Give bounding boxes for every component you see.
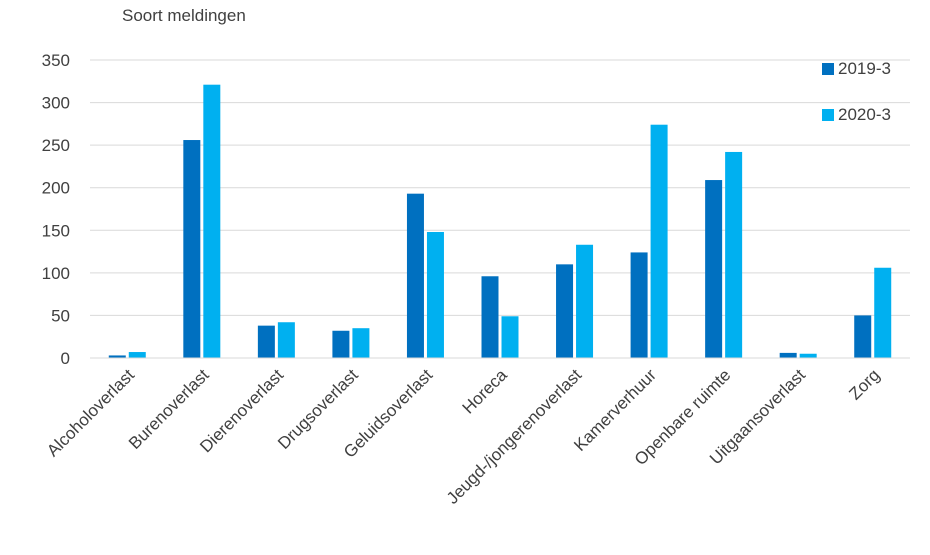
bar-2020-3-Kamerverhuur <box>650 124 668 358</box>
x-axis: AlcoholoverlastBurenoverlastDierenoverla… <box>43 357 910 508</box>
bar-2020-3-Zorg <box>874 267 892 358</box>
y-tick-label-200: 200 <box>42 179 70 198</box>
bar-2020-3-Uitgaansoverlast <box>799 353 817 358</box>
bars <box>108 84 892 358</box>
bar-2019-3-Openbare ruimte <box>705 180 723 358</box>
bar-2020-3-Alcoholoverlast <box>128 352 146 358</box>
x-tick-label-10: Zorg <box>845 365 883 403</box>
bar-2019-3-Dierenoverlast <box>257 325 275 358</box>
bar-2019-3-Horeca <box>481 276 499 358</box>
bar-2020-3-Openbare ruimte <box>725 151 743 358</box>
y-tick-label-50: 50 <box>51 306 70 325</box>
legend-item-2019: 2019-3 <box>822 58 922 80</box>
bar-2019-3-Kamerverhuur <box>630 252 648 358</box>
bar-2020-3-Jeugd-/jongerenoverlast <box>576 244 594 358</box>
bar-2020-3-Burenoverlast <box>203 84 221 358</box>
y-tick-label-350: 350 <box>42 51 70 70</box>
bar-2019-3-Uitgaansoverlast <box>779 352 797 358</box>
x-tick-label-5: Horeca <box>459 365 512 418</box>
bar-2019-3-Jeugd-/jongerenoverlast <box>556 264 574 358</box>
y-tick-label-300: 300 <box>42 94 70 113</box>
chart-title: Soort meldingen <box>122 6 246 25</box>
y-tick-label-100: 100 <box>42 264 70 283</box>
bar-2019-3-Geluidsoverlast <box>406 193 424 358</box>
legend-label-2020: 2020-3 <box>838 105 891 124</box>
legend-swatch-2019 <box>822 63 834 75</box>
bar-2020-3-Drugsoverlast <box>352 328 370 358</box>
bar-2020-3-Dierenoverlast <box>277 322 295 358</box>
y-tick-label-150: 150 <box>42 221 70 240</box>
bar-2019-3-Zorg <box>854 315 872 358</box>
legend-swatch-2020 <box>822 109 834 121</box>
x-tick-label-0: Alcoholoverlast <box>43 365 138 460</box>
legend-label-2019: 2019-3 <box>838 59 891 78</box>
legend: 2019-3 2020-3 <box>822 58 922 150</box>
y-tick-label-250: 250 <box>42 136 70 155</box>
y-tick-label-0: 0 <box>61 349 70 368</box>
bar-2019-3-Burenoverlast <box>183 140 201 358</box>
legend-item-2020: 2020-3 <box>822 104 922 126</box>
bar-2019-3-Drugsoverlast <box>332 330 350 358</box>
x-tick-label-6: Jeugd-/jongerenoverlast <box>443 365 586 508</box>
bar-2019-3-Alcoholoverlast <box>108 355 126 358</box>
y-axis: 0 50 100 150 200 250 300 350 <box>42 51 70 368</box>
bar-2020-3-Geluidsoverlast <box>426 231 444 358</box>
bar-2020-3-Horeca <box>501 316 519 358</box>
